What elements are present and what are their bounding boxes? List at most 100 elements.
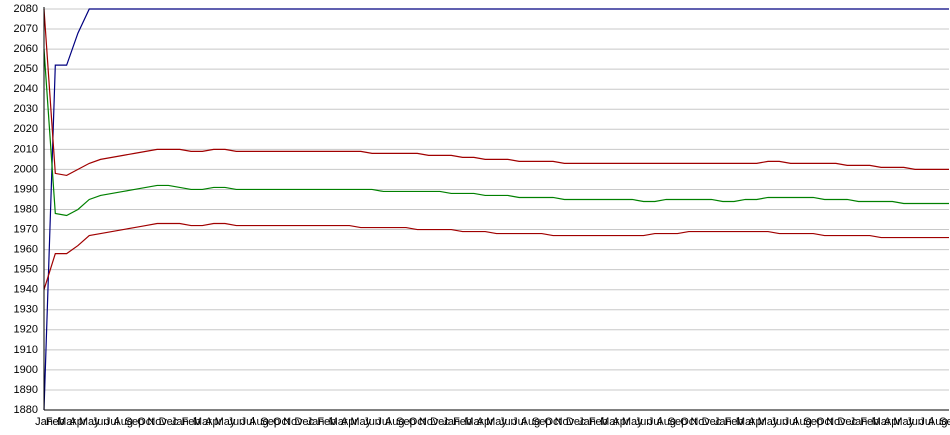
x-tick-label: Jun <box>92 416 110 428</box>
y-tick-label: 1970 <box>14 223 38 235</box>
x-tick-label: May <box>622 416 643 428</box>
x-tick-label: Jul <box>919 416 933 428</box>
x-tick-label: Mar <box>600 416 619 428</box>
x-tick-label: Dec <box>159 416 179 428</box>
x-tick-label: Sep <box>260 416 280 428</box>
x-tick-label: Jun <box>770 416 788 428</box>
x-tick-label: Sep <box>125 416 145 428</box>
x-tick-label: Nov <box>147 416 167 428</box>
x-tick-label: Jul <box>648 416 662 428</box>
x-tick-label: Oct <box>409 416 426 428</box>
x-tick-label: May <box>350 416 371 428</box>
x-tick-label: Apr <box>205 416 222 428</box>
y-tick-label: 2000 <box>14 163 38 175</box>
x-tick-label: May <box>215 416 236 428</box>
x-tick-label: Sep <box>939 416 950 428</box>
x-tick-label: Jan <box>578 416 596 428</box>
y-tick-label: 1980 <box>14 203 38 215</box>
y-tick-label: 1960 <box>14 244 38 256</box>
x-tick-label: Feb <box>46 416 65 428</box>
x-tick-label: Feb <box>182 416 201 428</box>
x-tick-label: Feb <box>589 416 608 428</box>
x-tick-label: Aug <box>385 416 405 428</box>
x-tick-label: Apr <box>884 416 901 428</box>
x-tick-label: Apr <box>477 416 494 428</box>
x-tick-label: Sep <box>532 416 552 428</box>
x-tick-label: Dec <box>430 416 450 428</box>
x-tick-label: Jun <box>499 416 517 428</box>
y-tick-label: 2060 <box>14 43 38 55</box>
x-tick-label: Apr <box>341 416 358 428</box>
x-tick-label: Apr <box>748 416 765 428</box>
x-tick-label: Sep <box>803 416 823 428</box>
x-tick-label: May <box>893 416 914 428</box>
x-tick-label: Mar <box>57 416 76 428</box>
y-tick-label: 2030 <box>14 103 38 115</box>
x-tick-label: Mar <box>736 416 755 428</box>
x-tick-label: Aug <box>521 416 541 428</box>
x-tick-label: May <box>486 416 507 428</box>
y-tick-label: 1910 <box>14 344 38 356</box>
x-tick-label: Feb <box>453 416 472 428</box>
y-tick-label: 1900 <box>14 364 38 376</box>
y-tick-label: 1990 <box>14 183 38 195</box>
y-tick-label: 1940 <box>14 284 38 296</box>
x-tick-label: Dec <box>294 416 314 428</box>
series-line <box>43 49 949 217</box>
x-tick-label: Jul <box>512 416 526 428</box>
y-tick-label: 2070 <box>14 23 38 35</box>
x-tick-label: Feb <box>725 416 744 428</box>
x-tick-label: Jul <box>241 416 255 428</box>
y-tick-label: 1880 <box>14 404 38 416</box>
y-tick-label: 2080 <box>14 3 38 15</box>
x-tick-label: Nov <box>283 416 303 428</box>
x-tick-label: Oct <box>273 416 290 428</box>
x-tick-label: Jul <box>105 416 119 428</box>
series-line <box>43 8 949 411</box>
x-tick-label: Jun <box>363 416 381 428</box>
y-tick-label: 1890 <box>14 384 38 396</box>
series-line <box>43 222 949 290</box>
x-tick-label: Oct <box>545 416 562 428</box>
x-tick-label: Jun <box>227 416 245 428</box>
x-tick-label: Nov <box>826 416 846 428</box>
y-tick-label: 1930 <box>14 304 38 316</box>
y-tick-label: 2050 <box>14 63 38 75</box>
x-tick-label: Jan <box>307 416 325 428</box>
x-tick-label: May <box>758 416 779 428</box>
x-tick-label: Apr <box>69 416 86 428</box>
x-tick-label: Aug <box>792 416 812 428</box>
x-tick-label: May <box>79 416 100 428</box>
x-tick-label: Jan <box>442 416 460 428</box>
x-tick-label: Apr <box>612 416 629 428</box>
x-tick-label: Jul <box>376 416 390 428</box>
y-tick-label: 2020 <box>14 123 38 135</box>
x-tick-label: Oct <box>137 416 154 428</box>
x-tick-label: Jun <box>906 416 924 428</box>
x-tick-label: Mar <box>329 416 348 428</box>
x-tick-label: Aug <box>113 416 133 428</box>
y-tick-label: 2040 <box>14 83 38 95</box>
x-tick-label: Jan <box>850 416 868 428</box>
x-tick-label: Dec <box>566 416 586 428</box>
x-tick-label: Aug <box>928 416 948 428</box>
x-tick-label: Mar <box>872 416 891 428</box>
y-tick-label: 1950 <box>14 264 38 276</box>
series-line <box>43 8 949 177</box>
x-tick-label: Dec <box>837 416 857 428</box>
x-tick-label: Jul <box>784 416 798 428</box>
y-tick-label: 2010 <box>14 143 38 155</box>
x-tick-label: Oct <box>816 416 833 428</box>
x-tick-label: Aug <box>249 416 269 428</box>
x-tick-label: Nov <box>555 416 575 428</box>
x-tick-label: Nov <box>419 416 439 428</box>
x-tick-label: Mar <box>464 416 483 428</box>
x-tick-label: Dec <box>702 416 722 428</box>
x-tick-label: Feb <box>317 416 336 428</box>
x-tick-label: Oct <box>680 416 697 428</box>
x-tick-label: Jan <box>35 416 53 428</box>
x-tick-label: Jan <box>171 416 189 428</box>
x-tick-label: Jan <box>714 416 732 428</box>
x-tick-label: Aug <box>656 416 676 428</box>
